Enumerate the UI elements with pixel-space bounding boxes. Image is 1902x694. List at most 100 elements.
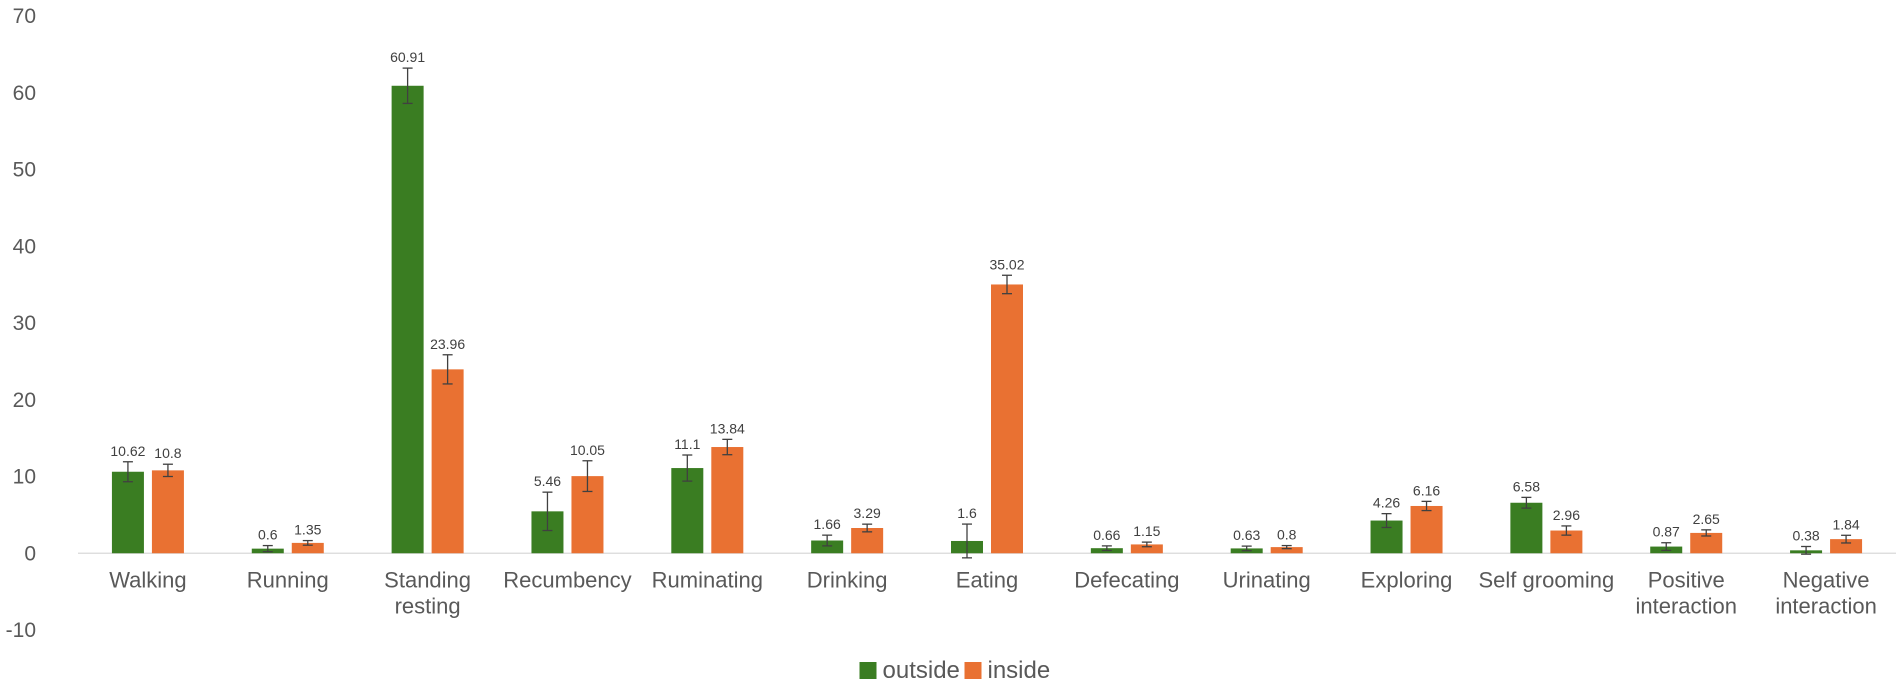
x-tick-label: Standing resting (384, 567, 471, 618)
data-label: 23.96 (430, 336, 465, 352)
bar-outside (811, 540, 844, 554)
legend-swatch (964, 662, 982, 679)
legend: outside inside (859, 657, 1051, 684)
bar-outside (111, 471, 144, 554)
y-tick-label: 10 (13, 466, 36, 489)
y-tick-label: -10 (6, 619, 36, 642)
error-bar (1381, 512, 1392, 529)
x-tick-label: Walking (109, 567, 186, 592)
data-label: 4.26 (1373, 495, 1400, 511)
data-label: 35.02 (989, 256, 1024, 272)
category-group: 1.66 3.29 (811, 505, 884, 554)
y-tick-label: 0 (24, 542, 36, 565)
category-group: 0.66 1.15 (1090, 523, 1163, 554)
legend-label: outside (883, 657, 960, 684)
category-group: 60.91 23.96 (390, 49, 465, 554)
data-label: 2.96 (1553, 507, 1580, 523)
error-bar (1561, 525, 1572, 536)
bar-inside (991, 284, 1023, 554)
data-label: 3.29 (854, 505, 881, 521)
category-group: 5.46 10.05 (531, 442, 605, 554)
legend-item-inside: inside (964, 657, 1051, 684)
bar-outside (391, 85, 424, 554)
x-tick-label: Positive interaction (1635, 567, 1737, 618)
data-label: 0.63 (1233, 527, 1260, 543)
data-label: 60.91 (390, 49, 425, 65)
error-bar (1801, 545, 1812, 555)
category-group: 11.1 13.84 (671, 420, 745, 554)
data-label: 11.1 (674, 436, 700, 452)
x-tick-label: Drinking (807, 567, 888, 592)
bar-inside (1130, 544, 1163, 554)
bar-inside (711, 447, 744, 554)
bar-inside (291, 542, 324, 554)
data-label: 2.65 (1693, 511, 1720, 527)
x-tick-label: Urinating (1223, 567, 1311, 592)
y-tick-label: 60 (13, 82, 36, 105)
legend-swatch (859, 662, 877, 679)
error-bar (822, 534, 833, 547)
legend-label: inside (988, 657, 1051, 684)
bar-outside (1510, 502, 1543, 554)
y-tick-label: 70 (13, 5, 36, 28)
category-group: 0.38 1.84 (1790, 516, 1863, 555)
x-tick-label: Eating (956, 567, 1018, 592)
category-group: 0.87 2.65 (1650, 511, 1723, 554)
y-axis: -10 0 10 20 30 40 50 60 70 (6, 5, 36, 642)
x-tick-label: Defecating (1074, 567, 1179, 592)
error-bar (582, 460, 593, 493)
data-label: 0.8 (1277, 527, 1297, 543)
legend-item-outside: outside (859, 657, 960, 684)
error-bar (962, 523, 972, 559)
y-tick-label: 50 (13, 159, 36, 182)
x-tick-label: Negative interaction (1775, 567, 1877, 618)
data-label: 13.84 (710, 420, 745, 436)
error-bar (682, 454, 693, 482)
data-label: 6.16 (1413, 482, 1440, 498)
error-bar (862, 523, 873, 533)
data-label: 0.87 (1653, 524, 1680, 540)
x-tick-label: Running (247, 567, 329, 592)
data-label: 1.84 (1832, 516, 1859, 532)
x-tick-label: Exploring (1361, 567, 1453, 592)
error-bar (1701, 529, 1712, 537)
data-label: 10.05 (570, 442, 605, 458)
error-bar (122, 461, 133, 483)
bar-inside (1690, 532, 1723, 554)
error-bar (722, 438, 733, 456)
y-tick-label: 20 (13, 389, 36, 412)
error-bar (1141, 541, 1152, 548)
error-bar (442, 354, 453, 385)
bar-outside (671, 468, 704, 554)
bar-inside (1550, 530, 1583, 554)
data-label: 1.6 (957, 505, 977, 521)
error-bar (1661, 542, 1672, 552)
error-bar (1281, 544, 1292, 550)
error-bar (1101, 545, 1112, 552)
data-label: 1.15 (1133, 523, 1160, 539)
data-label: 5.46 (534, 473, 561, 489)
y-tick-label: 40 (13, 235, 36, 258)
error-bar (1002, 274, 1012, 295)
y-tick-label: 30 (13, 312, 36, 335)
data-label: 10.62 (110, 443, 145, 459)
data-label: 1.66 (814, 516, 841, 532)
data-label: 0.38 (1792, 527, 1819, 543)
error-bar (1521, 496, 1532, 509)
x-tick-label: Recumbency (503, 567, 631, 592)
category-group: 4.26 6.16 (1370, 482, 1443, 554)
category-group: 1.6 35.02 (951, 256, 1025, 559)
data-label: 1.35 (294, 522, 321, 538)
category-group: 0.6 1.35 (251, 522, 324, 554)
data-label: 10.8 (154, 445, 181, 461)
data-label: 0.66 (1093, 527, 1120, 543)
x-tick-label: Self grooming (1479, 567, 1615, 592)
bar-inside (1410, 505, 1443, 554)
error-bar (1421, 500, 1432, 512)
bar-inside (431, 369, 464, 554)
error-bar (1241, 545, 1252, 552)
category-group: 10.62 10.8 (110, 443, 184, 554)
bar-inside (151, 470, 184, 554)
